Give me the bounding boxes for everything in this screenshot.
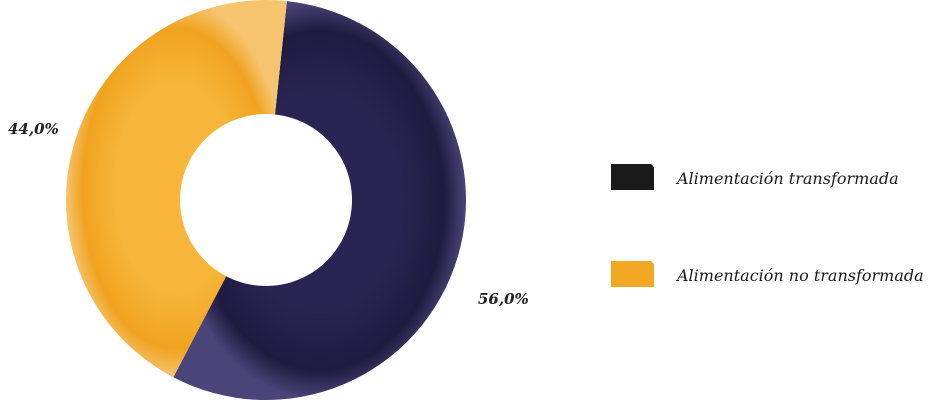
legend-label-alimentacion-no-transformada: Alimentación no transformada	[675, 266, 924, 285]
legend-swatch-dark	[611, 164, 654, 190]
legend-item-alimentacion-no-transformada: Alimentación no transformada	[611, 261, 924, 287]
label-pct-alimentacion-transformada: 56,0%	[478, 290, 529, 308]
donut-slices	[66, 0, 467, 401]
label-pct-alimentacion-no-transformada: 44,0%	[8, 120, 59, 138]
percentage-labels: 56,0% 44,0%	[8, 120, 529, 308]
legend-item-alimentacion-transformada: Alimentación transformada	[611, 164, 899, 190]
legend-label-alimentacion-transformada: Alimentación transformada	[675, 169, 899, 188]
slice-alimentacion-transformada	[173, 1, 467, 401]
slice-alimentacion-no-transformada	[66, 0, 287, 378]
legend: Alimentación transformada Alimentación n…	[611, 164, 924, 287]
legend-swatch-gold	[611, 261, 654, 287]
